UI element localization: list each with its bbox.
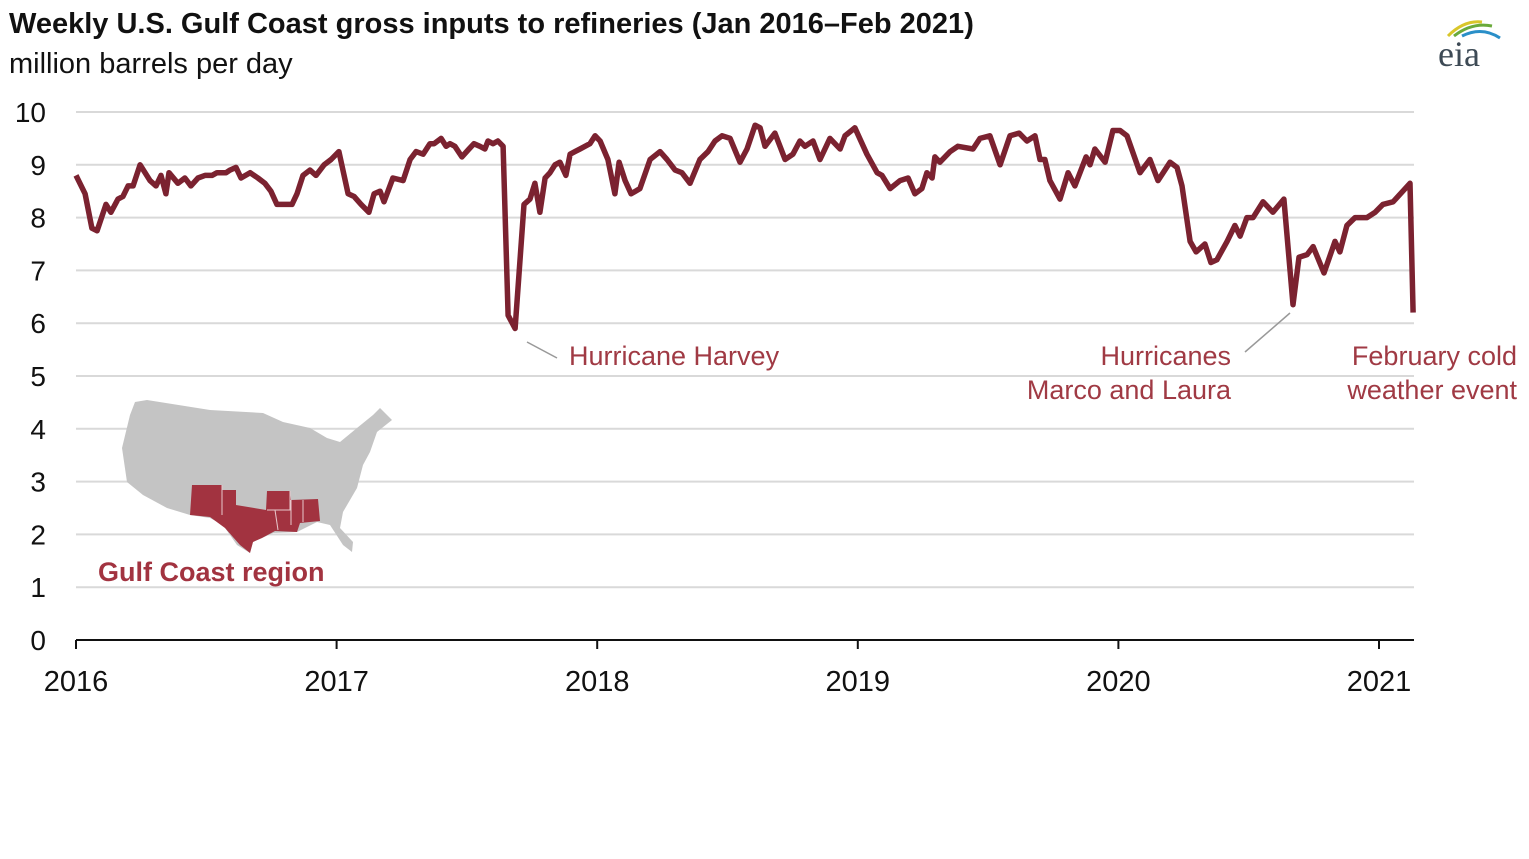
harvey-leader-line	[526, 341, 558, 359]
annotation-february-cold: February cold weather event	[1347, 339, 1517, 407]
y-tick-label: 2	[30, 519, 46, 550]
y-axis-unit-label: million barrels per day	[9, 48, 293, 80]
x-tick-label: 2021	[1347, 666, 1412, 698]
y-tick-label: 10	[15, 97, 46, 128]
y-tick-label: 3	[30, 467, 46, 498]
us-map-outline	[122, 400, 392, 553]
state-borders	[221, 485, 304, 531]
logo-arc-green	[1453, 23, 1493, 38]
annotation-hurricane-harvey: Hurricane Harvey	[569, 341, 780, 371]
annotation-line: February cold	[1351, 341, 1517, 371]
eia-logo: eia	[1438, 20, 1501, 70]
y-tick-label: 8	[30, 203, 46, 234]
annotation-line: Marco and Laura	[1026, 375, 1231, 405]
axes: 0 1 2 3 4 5 6 7 8 9 10 2016 2017 2018 2019 2020 2021	[15, 97, 1414, 698]
x-tick-label: 2019	[826, 666, 891, 698]
x-tick-label: 2020	[1086, 666, 1151, 698]
marco-laura-leader-line	[1244, 312, 1291, 353]
y-tick-label: 6	[30, 308, 46, 339]
y-tick-label: 9	[30, 150, 46, 181]
x-tick-label: 2017	[304, 666, 369, 698]
gridlines	[76, 111, 1414, 589]
logo-arc-yellow	[1446, 20, 1483, 38]
annotation-line: Hurricanes	[1100, 341, 1231, 371]
y-tick-label: 0	[30, 625, 46, 656]
y-tick-label: 5	[30, 361, 46, 392]
y-tick-label: 7	[30, 255, 46, 286]
annotation-line: weather event	[1347, 375, 1517, 405]
gulf-coast-map	[122, 400, 392, 553]
annotation-hurricanes-marco-laura: Hurricanes Marco and Laura	[1027, 339, 1231, 407]
y-tick-label: 4	[30, 414, 46, 445]
series-line-gulf-coast-inputs	[73, 122, 1416, 332]
svg-text:eia: eia	[1438, 34, 1480, 70]
chart-title: Weekly U.S. Gulf Coast gross inputs to r…	[9, 8, 974, 40]
y-tick-label: 1	[30, 572, 46, 603]
x-tick-label: 2018	[565, 666, 630, 698]
map-label: Gulf Coast region	[98, 557, 325, 587]
logo-arc-blue	[1461, 30, 1501, 40]
x-tick-label: 2016	[44, 666, 109, 698]
